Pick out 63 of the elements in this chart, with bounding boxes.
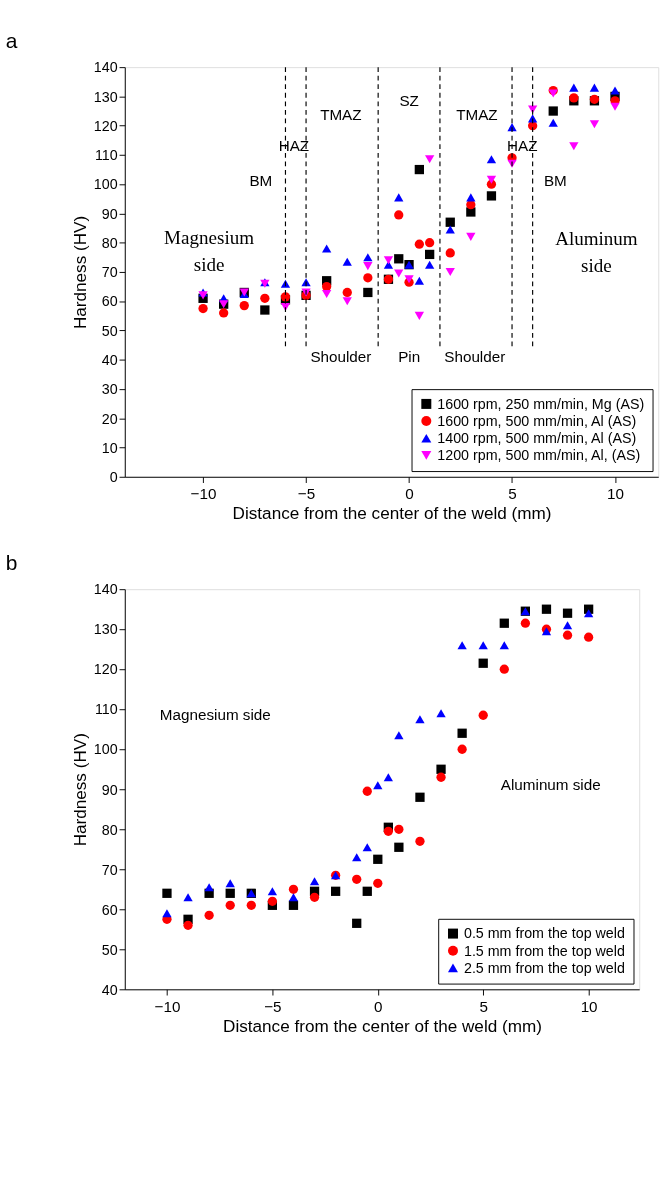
annotation: TMAZ: [320, 106, 362, 124]
y-tick-label: 100: [93, 741, 118, 758]
annotation: Shoulder: [444, 347, 506, 365]
x-tick-label: 5: [479, 997, 488, 1015]
annotation: Aluminum side: [555, 228, 638, 276]
y-tick-label: 130: [93, 621, 118, 638]
x-axis-title: Distance from the center of the weld (mm): [232, 503, 552, 524]
y-tick-label: 90: [101, 781, 118, 798]
x-tick-label: −5: [297, 485, 316, 503]
y-tick-label: 50: [101, 322, 118, 339]
y-tick-label: 130: [93, 88, 118, 105]
y-tick-label: 110: [94, 147, 118, 164]
legend-label: 1600 rpm, 250 mm/min, Mg (AS): [437, 395, 645, 412]
y-tick-label: 140: [93, 581, 118, 598]
y-tick-label: 80: [101, 821, 118, 838]
y-tick-label: 90: [101, 205, 118, 222]
legend-label: 0.5 mm from the top weld: [463, 925, 625, 942]
annotation: Shoulder: [310, 347, 372, 365]
annotation: Pin: [398, 347, 421, 365]
annotation: TMAZ: [456, 106, 498, 124]
y-tick-label: 10: [101, 439, 118, 456]
x-tick-label: −5: [264, 997, 282, 1015]
y-axis-title: Hardness (HV): [70, 733, 91, 847]
y-tick-label: 70: [101, 264, 118, 281]
legend-label: 2.5 mm from the top weld: [463, 959, 625, 976]
x-tick-label: 10: [580, 997, 598, 1015]
x-axis-title: Distance from the center of the weld (mm): [223, 1015, 542, 1036]
annotation: HAZ: [507, 136, 538, 154]
y-tick-label: 120: [93, 117, 118, 134]
annotation: HAZ: [278, 136, 310, 154]
annotation: Aluminum side: [500, 776, 601, 794]
x-tick-label: −10: [154, 997, 181, 1015]
y-tick-label: 80: [101, 234, 118, 251]
annotation: Magnesium side: [159, 706, 271, 724]
y-tick-label: 100: [93, 176, 118, 193]
y-tick-label: 0: [109, 469, 118, 486]
y-tick-label: 140: [93, 59, 118, 76]
annotation: SZ: [399, 91, 419, 109]
x-tick-label: 10: [607, 485, 624, 503]
y-tick-label: 60: [101, 293, 118, 310]
x-tick-label: −10: [190, 485, 217, 503]
legend-label: 1200 rpm, 500 mm/min, Al, (AS): [437, 447, 641, 464]
chart-title: a: [5, 29, 18, 53]
legend-label: 1600 rpm, 500 mm/min, Al (AS): [437, 412, 637, 429]
y-tick-label: 50: [101, 941, 118, 958]
y-tick-label: 110: [94, 701, 118, 718]
x-tick-label: 5: [508, 485, 517, 503]
y-tick-label: 20: [101, 410, 118, 427]
y-tick-label: 60: [101, 901, 118, 918]
x-tick-label: 0: [374, 997, 383, 1015]
x-tick-label: 0: [405, 485, 414, 503]
legend-label: 1.5 mm from the top weld: [463, 942, 625, 959]
y-axis-title: Hardness (HV): [70, 215, 91, 330]
chart-title: b: [5, 551, 18, 575]
y-tick-label: 30: [101, 381, 118, 398]
y-tick-label: 70: [101, 861, 118, 878]
y-tick-label: 40: [101, 351, 118, 368]
y-tick-label: 40: [101, 981, 118, 998]
annotation: BM: [543, 172, 567, 190]
annotation: Magnesium side: [164, 227, 255, 275]
y-tick-label: 120: [93, 661, 118, 678]
annotation: BM: [249, 172, 273, 190]
legend-label: 1400 rpm, 500 mm/min, Al (AS): [437, 429, 637, 446]
